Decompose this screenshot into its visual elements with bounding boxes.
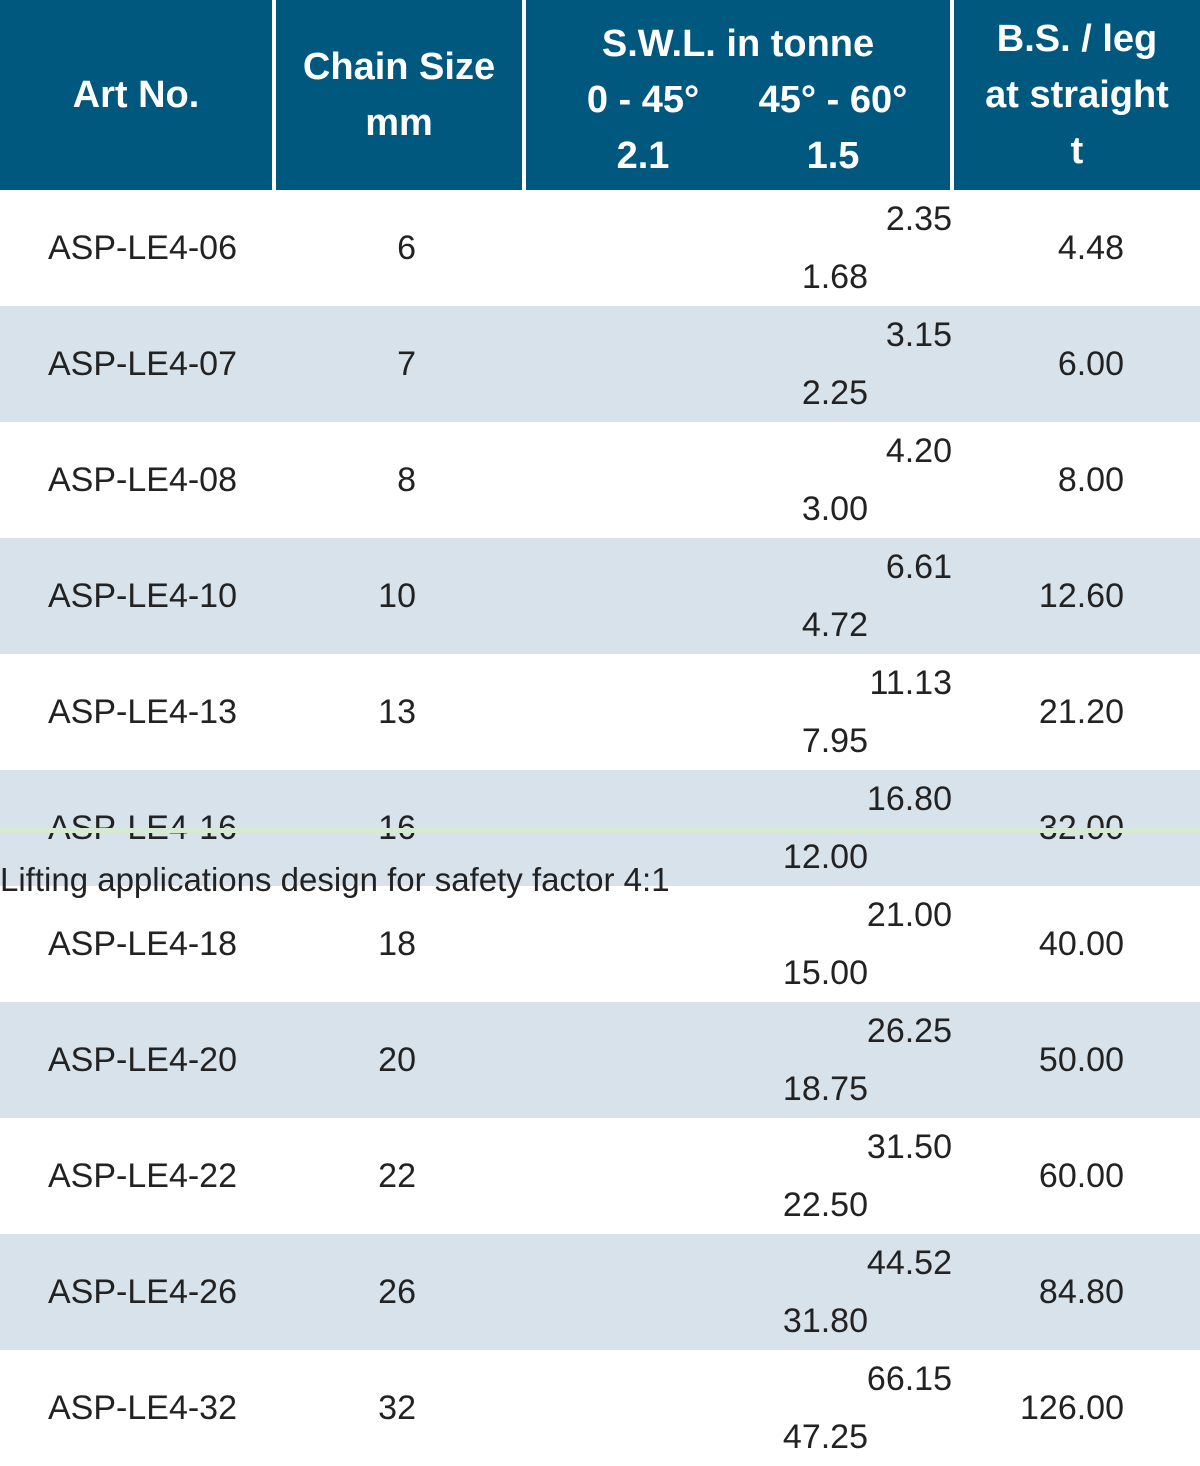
table-row: ASP-LE4-22 22 31.50 22.50 60.00 — [0, 1118, 1200, 1234]
cell-swl-pair: 2.35 1.68 — [524, 190, 952, 306]
cell-art-no: ASP-LE4-20 — [0, 1002, 274, 1118]
table-row: ASP-LE4-18 18 21.00 15.00 40.00 — [0, 886, 1200, 1002]
cell-swl-b: 1.68 — [801, 258, 868, 296]
table-header: Art No. Chain Size mm S.W.L. in tonne 0 … — [0, 0, 1200, 190]
cell-swl-b: 2.25 — [801, 374, 868, 412]
cell-art-no: ASP-LE4-08 — [48, 461, 237, 499]
cell-swl-a: 11.13 — [869, 664, 952, 702]
cell-art-no: ASP-LE4-07 — [0, 306, 274, 422]
cell-swl-pair: 11.137.95 — [524, 654, 952, 770]
cell-swl-a: 2.35 — [885, 200, 952, 238]
cell-swl-a: 16.80 — [866, 780, 952, 818]
cell-breaking-strength: 40.00 — [1038, 925, 1124, 963]
cell-chain-size: 6 — [397, 229, 416, 267]
header-bs-line2: at straight — [985, 74, 1169, 116]
cell-swl-a: 31.50 — [866, 1128, 952, 1166]
cell-swl-pair: 66.15 47.25 — [524, 1350, 952, 1466]
cell-swl-a: 66.15 — [866, 1360, 952, 1398]
header-swl-title: S.W.L. in tonne — [601, 23, 875, 65]
cell-swl-pair: 31.50 22.50 — [524, 1118, 952, 1234]
cell-art-no: ASP-LE4-26 — [0, 1234, 274, 1350]
cell-art-no: ASP-LE4-22 — [48, 1157, 237, 1195]
cell-swl-a: 21.00 — [866, 896, 952, 934]
table-row: ASP-LE4-08 8 4.20 3.00 8.00 — [0, 422, 1200, 538]
cell-chain-size: 13 — [378, 693, 416, 731]
cell-chain-size: 26 — [274, 1234, 524, 1350]
cell-chain-size: 32 — [378, 1389, 416, 1427]
header-art-no: Art No. — [0, 0, 276, 190]
cell-swl-b: 22.50 — [782, 1186, 868, 1224]
cell-art-no: ASP-LE4-06 — [48, 229, 237, 267]
cell-swl-pair: 6.61 4.72 — [524, 538, 952, 654]
header-chain-size-unit: mm — [365, 102, 433, 144]
cell-swl-a: 4.20 — [885, 432, 952, 470]
cell-swl-b: 12.00 — [782, 838, 868, 876]
header-art-no-label: Art No. — [72, 74, 200, 116]
cell-breaking-strength: 12.60 — [952, 538, 1200, 654]
header-breaking-strength: B.S. / leg at straight t — [952, 0, 1200, 190]
cell-chain-size: 10 — [274, 538, 524, 654]
table-row: ASP-LE4-07 7 3.15 2.25 6.00 — [0, 306, 1200, 422]
header-swl: S.W.L. in tonne 0 - 45° 2.1 45° - 60° 1.… — [524, 0, 954, 190]
table-row: ASP-LE4-06 6 2.35 1.68 4.48 — [0, 190, 1200, 306]
cell-swl-pair: 3.15 2.25 — [524, 306, 952, 422]
cell-swl-pair: 26.25 18.75 — [524, 1002, 952, 1118]
cell-breaking-strength: 21.20 — [1038, 693, 1124, 731]
cell-chain-size: 22 — [378, 1157, 416, 1195]
header-swl-factor-b: 1.5 — [806, 135, 860, 177]
header-swl-group-b: 45° - 60° 1.5 — [738, 72, 928, 184]
cell-swl-b: 31.80 — [782, 1302, 868, 1340]
table-row: ASP-LE4-32 32 66.15 47.25 126.00 — [0, 1350, 1200, 1466]
cell-swl-b: 47.25 — [782, 1418, 868, 1456]
cell-swl-b: 7.95 — [801, 722, 868, 760]
cell-swl-pair: 4.20 3.00 — [524, 422, 952, 538]
cell-chain-size: 7 — [274, 306, 524, 422]
table-row: ASP-LE4-20 20 26.25 18.75 50.00 — [0, 1002, 1200, 1118]
header-bs-line1: B.S. / leg — [996, 18, 1158, 60]
cell-swl-b: 4.72 — [801, 606, 868, 644]
cell-swl-a: 3.15 — [885, 316, 952, 354]
cell-swl-b: 3.00 — [801, 490, 868, 528]
header-swl-range-a: 0 - 45° — [586, 79, 700, 121]
header-chain-size-label: Chain Size — [302, 46, 496, 88]
table-bottom-rule — [0, 828, 1200, 833]
header-swl-range-b: 45° - 60° — [758, 79, 908, 121]
header-row: Art No. Chain Size mm S.W.L. in tonne 0 … — [0, 0, 1200, 190]
cell-swl-a: 44.52 — [866, 1244, 952, 1282]
cell-breaking-strength: 126.00 — [1020, 1389, 1124, 1427]
header-bs-line3: t — [1070, 130, 1084, 172]
cell-chain-size: 8 — [397, 461, 416, 499]
cell-swl-a: 6.61 — [885, 548, 952, 586]
cell-swl-b: 18.75 — [782, 1070, 868, 1108]
header-swl-group-a: 0 - 45° 2.1 — [548, 72, 738, 184]
header-chain-size: Chain Size mm — [274, 0, 526, 190]
cell-chain-size: 20 — [274, 1002, 524, 1118]
cell-swl-pair: 44.52 31.80 — [524, 1234, 952, 1350]
cell-breaking-strength: 6.00 — [952, 306, 1200, 422]
table-row: ASP-LE4-26 26 44.52 31.80 84.80 — [0, 1234, 1200, 1350]
table-row: ASP-LE4-10 10 6.61 4.72 12.60 — [0, 538, 1200, 654]
cell-art-no: ASP-LE4-32 — [48, 1389, 237, 1427]
cell-breaking-strength: 4.48 — [1057, 229, 1124, 267]
cell-swl-b: 15.00 — [782, 954, 868, 992]
header-swl-factor-a: 2.1 — [616, 135, 670, 177]
cell-art-no: ASP-LE4-10 — [0, 538, 274, 654]
cell-breaking-strength: 8.00 — [1057, 461, 1124, 499]
cell-chain-size: 18 — [378, 925, 416, 963]
cell-swl-pair: 21.00 15.00 — [524, 886, 952, 1002]
footnote: Lifting applications design for safety f… — [0, 861, 670, 898]
cell-breaking-strength: 84.80 — [952, 1234, 1200, 1350]
cell-art-no: ASP-LE4-18 — [48, 925, 237, 963]
table-row: ASP-LE4-13 13 11.137.95 21.20 — [0, 654, 1200, 770]
cell-art-no: ASP-LE4-13 — [48, 693, 237, 731]
cell-breaking-strength: 60.00 — [1038, 1157, 1124, 1195]
cell-swl-a: 26.25 — [866, 1012, 952, 1050]
cell-breaking-strength: 50.00 — [952, 1002, 1200, 1118]
